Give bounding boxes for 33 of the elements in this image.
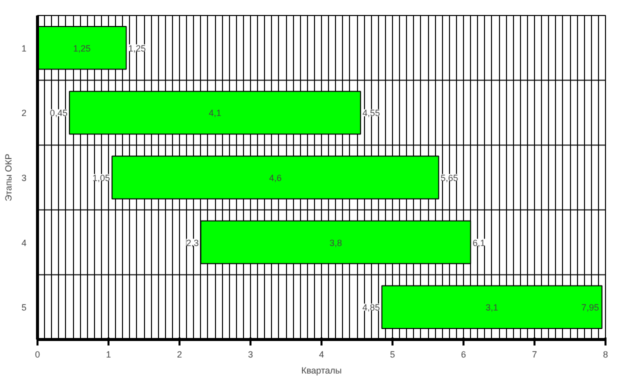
- y-tick-label: 1: [21, 43, 27, 54]
- data-label: 3,1: [486, 302, 498, 313]
- data-label: 3,8: [329, 238, 342, 248]
- y-tick-label: 2: [21, 108, 27, 118]
- x-tick-label: 3: [248, 350, 254, 360]
- annotation: 2,3: [186, 238, 199, 248]
- annotation: 5,65: [440, 173, 458, 183]
- bar: [200, 220, 472, 264]
- x-tick-label: 5: [390, 350, 396, 360]
- x-tick-label: 8: [602, 350, 608, 360]
- data-label: 4,6: [269, 173, 282, 183]
- x-tick-label: 7: [532, 350, 538, 360]
- data-label: 4,1: [208, 108, 222, 118]
- x-tick-label: 1: [106, 350, 112, 360]
- y-tick-label: 3: [21, 173, 27, 183]
- bar: [68, 90, 362, 135]
- annotation: 1,25: [128, 43, 146, 54]
- annotation: 0,45: [50, 108, 68, 118]
- x-axis-title: Кварталы: [301, 366, 342, 376]
- x-tick-label: 0: [34, 350, 40, 360]
- x-tick-label: 2: [176, 350, 182, 360]
- data-label: 1,25: [73, 43, 91, 54]
- annotation: 7,95: [581, 302, 599, 313]
- annotation: 4,55: [362, 108, 380, 118]
- bar: [112, 156, 440, 200]
- annotation: 1,05: [92, 173, 110, 183]
- annotation: 4,85: [362, 302, 380, 313]
- x-tick-label: 6: [460, 350, 466, 360]
- annotation: 6,1: [472, 238, 486, 248]
- y-tick-label: 5: [21, 302, 27, 313]
- y-axis-title: Этапы ОКР: [3, 154, 14, 202]
- x-tick-label: 4: [318, 350, 324, 360]
- y-tick-label: 4: [21, 238, 27, 248]
